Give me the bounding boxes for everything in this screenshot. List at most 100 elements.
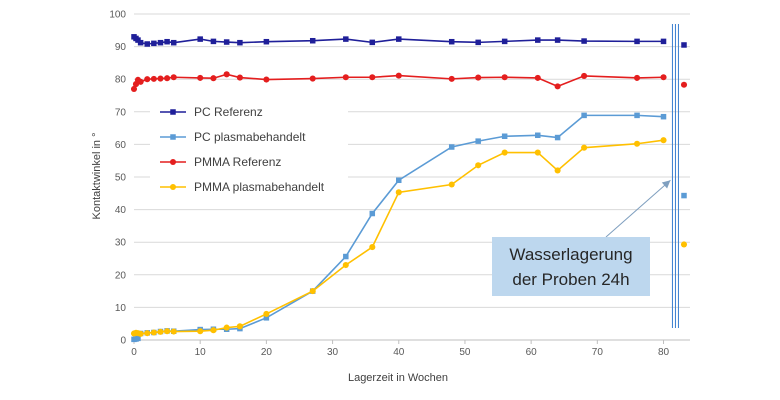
data-point	[501, 74, 508, 81]
legend-marker	[170, 134, 176, 140]
data-point	[475, 39, 481, 46]
y-tick-label: 80	[115, 75, 127, 86]
data-point	[634, 38, 640, 45]
data-point	[501, 133, 508, 139]
data-point	[135, 335, 141, 342]
data-point	[157, 75, 164, 82]
data-point	[342, 261, 349, 269]
x-axis-ticks: 0 10 20 30 40 50 60 70 80	[131, 340, 670, 358]
data-point	[535, 132, 541, 139]
x-tick-label: 0	[131, 347, 137, 358]
data-point	[210, 75, 217, 82]
data-point	[137, 78, 144, 85]
data-point	[164, 75, 171, 82]
data-point	[170, 328, 177, 335]
data-point	[581, 72, 588, 79]
y-tick-label: 90	[115, 42, 127, 53]
data-point	[236, 74, 243, 81]
x-axis-title: Lagerzeit in Wochen	[348, 372, 448, 384]
data-point	[151, 40, 157, 47]
y-tick-label: 70	[115, 107, 127, 118]
data-point	[475, 74, 482, 81]
y-tick-label: 10	[115, 303, 127, 314]
series-pmma-referenz	[130, 71, 667, 93]
data-point	[448, 75, 455, 82]
annotation-box	[492, 237, 650, 296]
y-tick-label: 30	[115, 238, 127, 249]
data-point	[236, 323, 243, 330]
after-storage-point	[681, 192, 687, 199]
water-storage-marker	[671, 24, 679, 328]
legend-label: PC plasmabehandelt	[194, 130, 306, 144]
data-point	[660, 137, 667, 144]
data-point	[157, 39, 164, 46]
data-point	[633, 140, 641, 147]
data-point	[448, 181, 455, 188]
y-tick-label: 20	[115, 270, 127, 281]
data-point	[263, 76, 270, 83]
data-point	[309, 37, 316, 44]
data-point	[342, 74, 349, 81]
annotation-arrow	[605, 179, 671, 238]
data-point	[660, 38, 667, 45]
data-point	[164, 38, 170, 45]
data-point	[634, 112, 640, 119]
x-tick-label: 40	[393, 347, 405, 358]
data-point	[554, 167, 561, 174]
data-point	[581, 144, 588, 151]
series-layer	[130, 34, 667, 343]
legend-label: PC Referenz	[194, 105, 263, 119]
legend-label: PMMA Referenz	[194, 155, 281, 169]
data-point	[144, 76, 151, 83]
legend-background	[150, 97, 348, 201]
data-point	[475, 138, 481, 144]
data-point	[448, 38, 455, 45]
y-tick-label: 50	[115, 173, 127, 184]
data-point	[554, 83, 561, 90]
data-point	[660, 74, 667, 81]
data-point	[554, 134, 561, 141]
data-point	[197, 328, 204, 335]
data-point	[501, 38, 508, 45]
data-point	[223, 71, 230, 78]
series-pc-referenz	[131, 34, 667, 47]
y-tick-label: 100	[109, 10, 126, 21]
data-point	[197, 36, 203, 42]
data-point	[263, 38, 270, 45]
after-storage-point	[680, 241, 688, 248]
data-point	[396, 36, 402, 42]
annotation-text-line2: der Proben 24h	[512, 270, 629, 289]
x-tick-label: 60	[526, 347, 538, 358]
data-point	[137, 330, 144, 337]
data-point	[223, 324, 230, 331]
annotation: Wasserlagerung der Proben 24h	[492, 179, 671, 296]
data-point	[343, 253, 349, 260]
data-point	[170, 74, 177, 81]
series-pmma-plasmabehandelt	[130, 137, 667, 337]
data-point	[150, 329, 157, 336]
data-point	[475, 162, 482, 169]
data-point	[164, 328, 171, 335]
data-point	[395, 189, 402, 196]
legend-label: PMMA plasmabehandelt	[194, 180, 325, 194]
data-point	[150, 75, 157, 82]
x-tick-label: 80	[658, 347, 670, 358]
data-point	[144, 41, 150, 47]
legend-marker	[169, 183, 177, 191]
y-tick-label: 60	[115, 140, 127, 151]
data-point	[396, 177, 402, 184]
data-point	[535, 37, 541, 43]
y-tick-label: 40	[115, 205, 127, 216]
data-point	[501, 149, 508, 156]
data-point	[197, 74, 204, 81]
data-point	[157, 328, 164, 335]
data-point	[633, 74, 641, 81]
data-point	[263, 315, 270, 321]
data-point	[369, 210, 376, 217]
data-point	[210, 38, 217, 45]
data-point	[581, 38, 587, 44]
data-point	[534, 149, 541, 156]
legend-marker	[169, 158, 177, 166]
annotation-arrowhead	[661, 180, 671, 189]
